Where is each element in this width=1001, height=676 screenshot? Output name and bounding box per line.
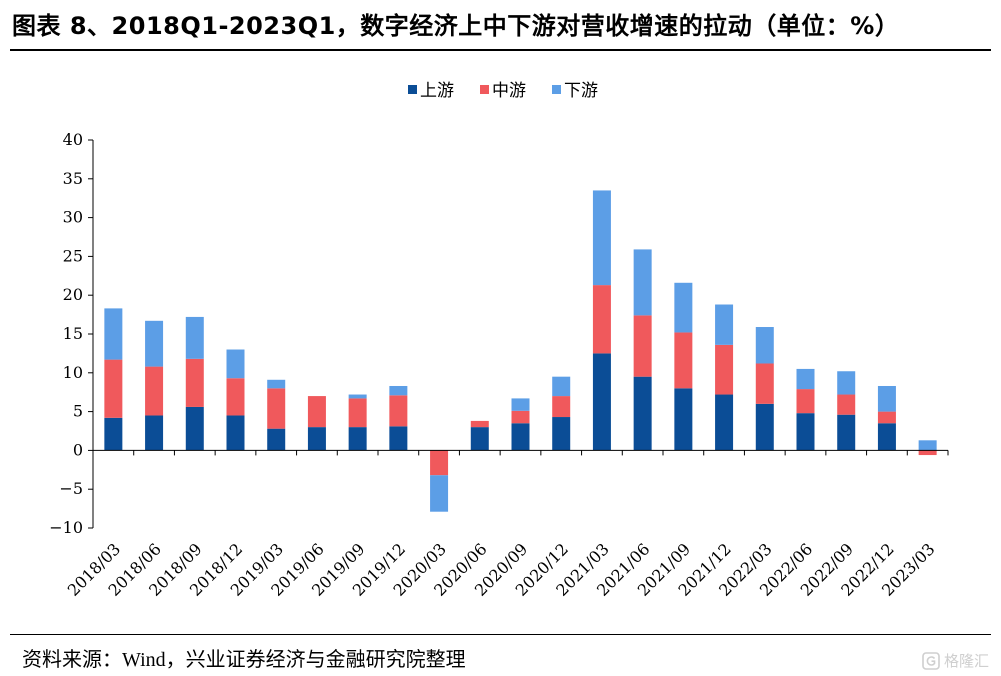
bar-2020-03-s2 — [430, 450, 449, 476]
bar-2018-09-s1 — [185, 406, 204, 451]
bar-2021-12-s1 — [715, 394, 734, 451]
y-tick-label: −5 — [59, 479, 83, 498]
x-axis: 2018/032018/062018/092018/122019/032019/… — [64, 449, 949, 600]
bar-2018-03-s2 — [104, 359, 123, 418]
bar-2021-06-s3 — [633, 249, 652, 316]
bar-2021-09-s3 — [674, 282, 693, 333]
bar-2022-09-s1 — [837, 414, 856, 451]
bar-2021-12-s2 — [715, 344, 734, 395]
bar-2020-12-s3 — [552, 376, 571, 397]
bar-2018-09-s3 — [185, 316, 204, 359]
bar-2019-03-s2 — [267, 388, 286, 429]
chart-title: 图表 8、2018Q1-2023Q1，数字经济上中下游对营收增速的拉动（单位：%… — [12, 12, 900, 40]
bar-2018-03-s3 — [104, 308, 123, 360]
bar-2022-06-s3 — [796, 368, 815, 390]
bar-2020-06-s2 — [470, 420, 489, 428]
y-tick-label: 15 — [63, 324, 83, 343]
bar-2022-03-s1 — [755, 403, 774, 451]
legend-swatch-3 — [552, 85, 561, 94]
bar-2020-09-s2 — [511, 410, 530, 424]
bar-2019-06-s2 — [307, 396, 326, 428]
bar-2019-12-s2 — [389, 395, 408, 427]
bar-2018-06-s1 — [145, 415, 164, 451]
source-suffix: ，兴业证券经济与金融研究院整理 — [165, 647, 466, 671]
y-tick-label: 0 — [73, 440, 83, 459]
bar-2022-09-s2 — [837, 394, 856, 415]
y-axis: −10 −5 0 5 10 15 20 25 30 35 40 — [49, 130, 94, 537]
footer-rule — [10, 634, 991, 635]
bar-2019-09-s1 — [348, 427, 367, 451]
bar-2018-09-s2 — [185, 358, 204, 407]
legend-label-2: 中游 — [492, 81, 526, 101]
y-tick-label: 40 — [63, 130, 83, 149]
bar-2021-09-s1 — [674, 388, 693, 451]
bar-2022-12-s3 — [877, 385, 896, 412]
bar-2022-12-s1 — [877, 423, 896, 451]
bar-2023-03-s3 — [918, 440, 937, 451]
g-logo-icon — [922, 651, 940, 670]
watermark: 格隆汇 — [922, 650, 989, 671]
bar-2018-03-s1 — [104, 417, 123, 451]
bar-2019-03-s1 — [267, 428, 286, 451]
bar-2021-03-s1 — [592, 353, 611, 451]
y-tick-label: 35 — [63, 169, 83, 188]
bar-2023-03-s2 — [918, 450, 937, 456]
bar-2019-06-s1 — [307, 427, 326, 451]
bar-2021-12-s3 — [715, 304, 734, 345]
bar-2021-03-s2 — [592, 285, 611, 354]
bar-2021-06-s1 — [633, 376, 652, 451]
source-en: Wind — [122, 649, 166, 671]
bar-2018-06-s3 — [145, 320, 164, 367]
y-tick-label: 20 — [63, 285, 83, 304]
source-note: 资料来源：Wind，兴业证券经济与金融研究院整理 — [22, 643, 466, 672]
chart-legend: 上游 中游 下游 — [408, 81, 598, 101]
bar-2020-12-s2 — [552, 396, 571, 418]
bar-2022-12-s2 — [877, 411, 896, 424]
y-tick-label: −10 — [49, 518, 83, 537]
y-tick-label: 10 — [63, 363, 83, 382]
bar-2018-12-s2 — [226, 378, 245, 416]
bar-2019-12-s1 — [389, 426, 408, 451]
title-rule — [10, 49, 991, 51]
bar-2022-06-s2 — [796, 389, 815, 414]
y-tick-label: 25 — [63, 246, 83, 265]
bar-2019-09-s3 — [348, 394, 367, 399]
y-tick-label: 5 — [73, 402, 83, 421]
bar-2021-06-s2 — [633, 315, 652, 377]
bar-2021-03-s3 — [592, 190, 611, 286]
source-prefix: 资料来源： — [22, 647, 122, 671]
bar-2022-03-s3 — [755, 327, 774, 364]
watermark-text: 格隆汇 — [943, 652, 989, 670]
legend-swatch-2 — [480, 85, 489, 94]
bar-2018-06-s2 — [145, 366, 164, 416]
y-tick-label: 30 — [63, 208, 83, 227]
bar-2022-06-s1 — [796, 413, 815, 451]
bar-2019-03-s3 — [267, 379, 286, 389]
bar-2019-09-s2 — [348, 398, 367, 428]
bar-2022-03-s2 — [755, 363, 774, 404]
legend-label-1: 上游 — [420, 81, 454, 101]
bar-2020-03-s3 — [430, 475, 449, 512]
bar-2020-09-s3 — [511, 398, 530, 411]
bar-2018-12-s1 — [226, 415, 245, 451]
stacked-bar-chart: 上游 中游 下游 −10 −5 0 5 10 15 20 25 30 35 40 2018/032018… — [49, 81, 949, 600]
bar-2019-12-s3 — [389, 385, 408, 396]
bar-2022-09-s3 — [837, 371, 856, 395]
legend-label-3: 下游 — [564, 81, 598, 101]
legend-swatch-1 — [408, 85, 417, 94]
bar-2020-09-s1 — [511, 423, 530, 451]
bar-2020-06-s1 — [470, 427, 489, 451]
bar-2021-09-s2 — [674, 332, 693, 389]
bar-2018-12-s3 — [226, 349, 245, 379]
bar-2020-12-s1 — [552, 417, 571, 451]
chart-bars — [104, 190, 937, 512]
